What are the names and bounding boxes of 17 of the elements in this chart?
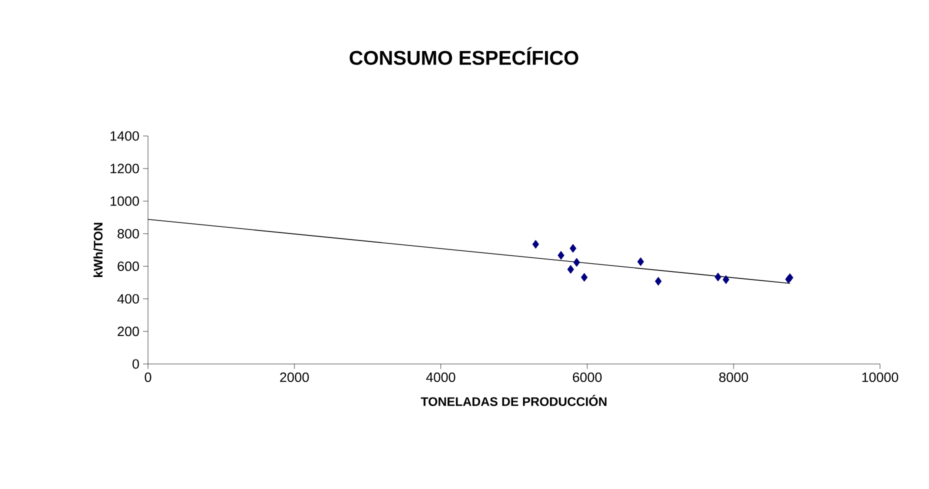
- y-tick-label: 400: [117, 294, 139, 304]
- x-axis-title: TONELADAS DE PRODUCCIÓN: [420, 394, 606, 406]
- x-tick-label: 10000: [862, 372, 898, 382]
- y-tick-label: 600: [118, 262, 139, 272]
- y-tick-label: 1400: [110, 131, 139, 141]
- x-tick-label: 6000: [572, 372, 602, 382]
- y-tick-label: 200: [118, 326, 139, 336]
- y-tick-label: 0: [132, 359, 139, 369]
- y-tick-label: 1200: [110, 164, 139, 174]
- x-tick-label: 2000: [280, 372, 309, 382]
- chart-title: CONSUMO ESPECÍFICO: [350, 47, 578, 65]
- y-tick-label: 1000: [110, 196, 139, 206]
- y-tick-label: 800: [118, 228, 139, 238]
- x-tick-label: 4000: [426, 372, 456, 382]
- y-axis-title: kWh/TON: [93, 222, 103, 278]
- x-tick-label: 8000: [719, 372, 748, 382]
- x-tick-label: 0: [144, 372, 152, 382]
